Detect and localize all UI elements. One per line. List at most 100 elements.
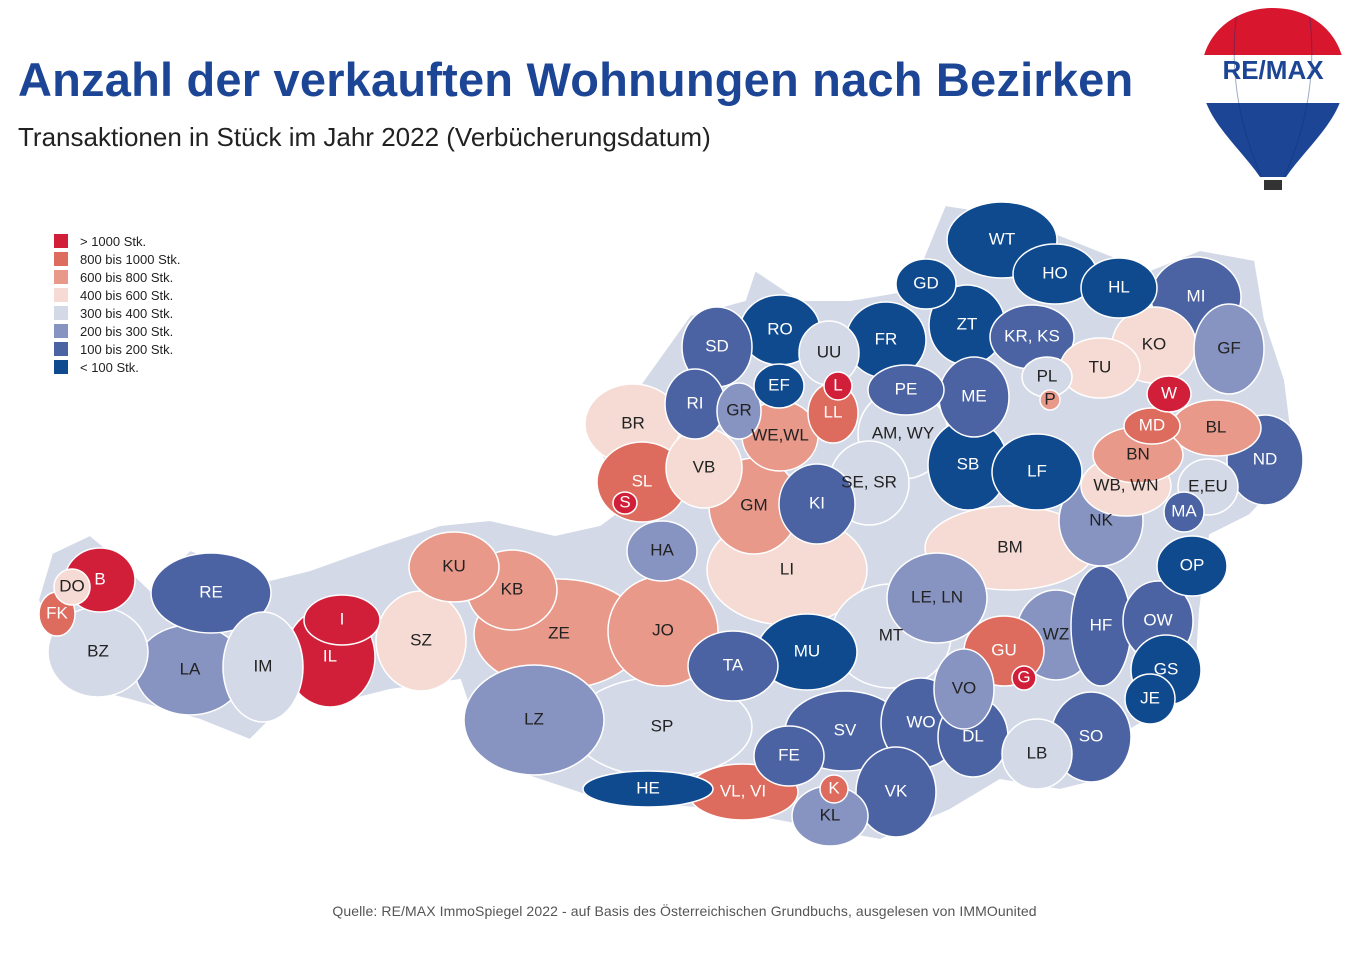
district-region [716,382,762,440]
district-label: BN [1126,444,1150,463]
district-label: SP [651,716,674,735]
district-region [1011,665,1037,691]
district-label: UU [817,342,842,361]
legend-label: 200 bis 300 Stk. [80,323,174,339]
legend-item: > 1000 Stk. [54,232,180,250]
legend-swatch [54,234,68,248]
district-region [895,258,957,310]
district-label: WB, WN [1093,475,1158,494]
district-label: BR [621,413,645,432]
legend-label: > 1000 Stk. [80,233,147,249]
district-label: VB [693,457,716,476]
district-label: EF [768,375,790,394]
district-label: SB [957,454,980,473]
district-label: SV [834,720,857,739]
district-label: KL [820,805,841,824]
district-label: K [828,778,840,797]
district-label: OP [1180,555,1205,574]
legend-swatch [54,288,68,302]
legend-label: 100 bis 200 Stk. [80,341,174,357]
district-label: RI [687,393,704,412]
district-label: HE [636,778,660,797]
district-label: LZ [524,709,544,728]
district-label: P [1044,389,1055,408]
remax-balloon-logo: RE/MAX [1201,8,1345,190]
legend-item: 100 bis 200 Stk. [54,340,180,358]
district-label: WO [906,712,935,731]
district-label: HL [1108,277,1130,296]
district-label: BM [997,537,1023,556]
district-label: LB [1027,743,1048,762]
district-label: ZT [957,314,978,333]
district-label: KU [442,556,466,575]
district-region [1039,389,1061,411]
district-region [886,552,988,644]
legend-swatch [54,342,68,356]
map-legend: > 1000 Stk. 800 bis 1000 Stk. 600 bis 800 … [54,232,180,376]
district-label: LA [180,659,201,678]
district-label: NK [1089,510,1113,529]
district-label: VL, VI [720,781,766,800]
district-label: E,EU [1188,476,1228,495]
district-region [408,531,500,603]
district-region [1146,375,1192,413]
map-subtitle: Transaktionen in Stück im Jahr 2022 (Ver… [18,122,711,152]
district-label: LL [824,402,843,421]
district-label: IL [323,646,337,665]
district-label: PL [1037,366,1058,385]
district-label: GF [1217,338,1241,357]
district-label: KR, KS [1004,326,1060,345]
district-label: IM [254,656,273,675]
district-region [778,463,856,545]
district-label: KB [501,579,524,598]
district-label: FR [875,329,898,348]
district-label: SL [632,471,653,490]
district-label: GR [726,400,752,419]
legend-label: 600 bis 800 Stk. [80,269,174,285]
district-region [753,725,825,787]
district-label: LF [1027,461,1047,480]
legend-swatch [54,324,68,338]
district-region [1080,257,1158,319]
district-region [582,770,714,808]
district-label: KO [1142,334,1167,353]
legend-swatch [54,360,68,374]
district-region [819,774,849,804]
district-label: MT [879,625,904,644]
district-label: L [833,375,842,394]
district-label: JE [1140,688,1160,707]
legend-swatch [54,270,68,284]
district-label: ZE [548,623,570,642]
district-region [1156,535,1228,597]
district-label: DO [59,576,85,595]
balloon-basket [1264,180,1282,190]
source-note: Quelle: RE/MAX ImmoSpiegel 2022 - auf Ba… [332,903,1037,919]
district-label: HF [1090,615,1113,634]
district-label: GM [740,495,767,514]
district-label: LE, LN [911,587,963,606]
district-label: JO [652,620,674,639]
district-label: OW [1143,610,1172,629]
district-label: I [340,609,345,628]
district-region [991,433,1083,511]
district-label: RE [199,582,223,601]
district-region [867,364,945,416]
legend-item: 200 bis 300 Stk. [54,322,180,340]
district-region [463,664,605,776]
district-label: W [1161,383,1177,402]
district-label: BZ [87,641,109,660]
district-label: MU [794,641,820,660]
district-label: MA [1171,501,1197,520]
district-label: S [619,492,630,511]
district-label: KI [809,493,825,512]
district-region [1123,407,1181,445]
legend-item: 400 bis 600 Stk. [54,286,180,304]
district-region [626,520,698,582]
legend-label: 300 bis 400 Stk. [80,305,174,321]
district-region [612,491,638,515]
legend-item: < 100 Stk. [54,358,180,376]
district-region [1163,491,1205,533]
district-region [150,552,272,634]
district-region [933,648,995,730]
